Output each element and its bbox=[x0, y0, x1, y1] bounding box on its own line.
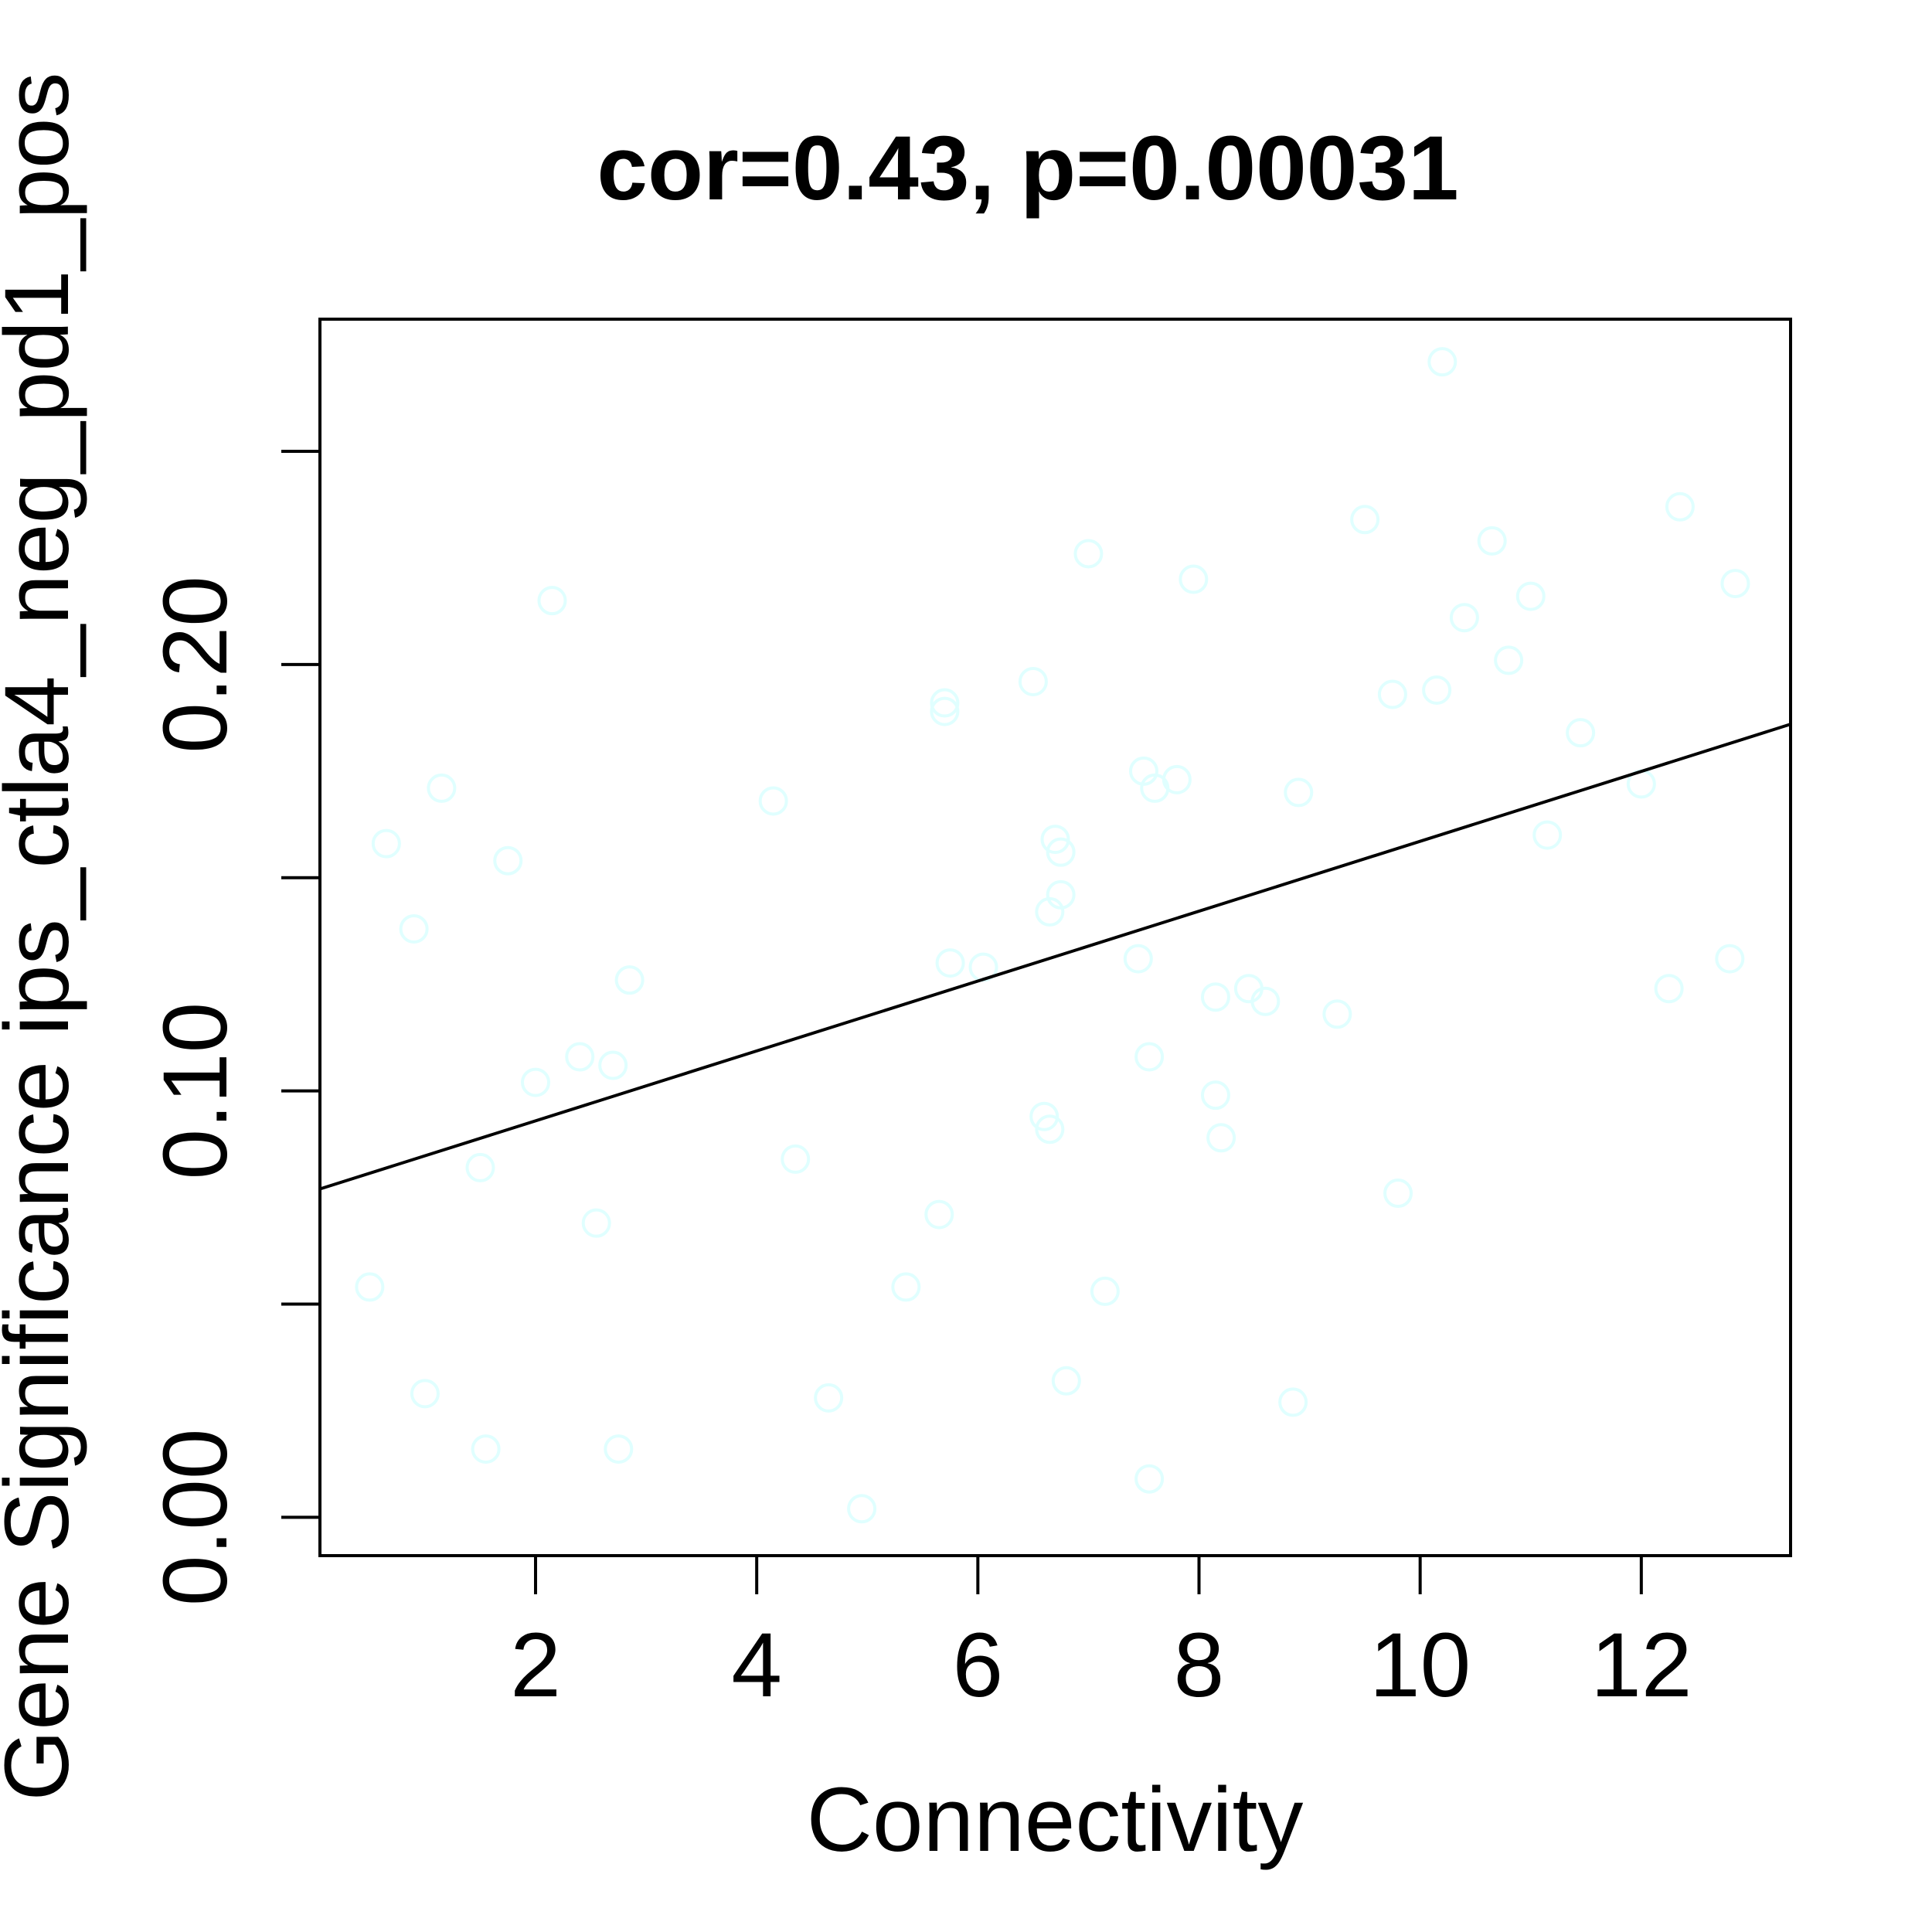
y-axis-label: Gene Significance ips_ctla4_neg_pd1_pos bbox=[0, 72, 88, 1801]
data-point bbox=[1200, 982, 1230, 1012]
data-point bbox=[1206, 1123, 1236, 1153]
data-point bbox=[1665, 492, 1695, 522]
data-point bbox=[465, 1152, 495, 1182]
data-point bbox=[924, 1199, 954, 1230]
data-point bbox=[355, 1272, 385, 1302]
data-point bbox=[1073, 539, 1104, 569]
data-point bbox=[781, 1144, 811, 1174]
data-point bbox=[1383, 1179, 1413, 1209]
data-point bbox=[1162, 764, 1192, 794]
data-point bbox=[537, 586, 567, 616]
data-point bbox=[1322, 999, 1352, 1029]
data-point bbox=[1494, 645, 1524, 675]
y-tick-label: 0.00 bbox=[145, 1429, 247, 1607]
data-point bbox=[565, 1042, 595, 1072]
data-point bbox=[1046, 837, 1076, 867]
data-point bbox=[471, 1434, 501, 1464]
data-point bbox=[1051, 1366, 1081, 1396]
data-point bbox=[1422, 675, 1452, 705]
data-point bbox=[371, 828, 401, 859]
data-point bbox=[1449, 603, 1479, 633]
data-point bbox=[1035, 1114, 1065, 1145]
data-point bbox=[1134, 1042, 1165, 1072]
x-tick-label: 12 bbox=[1590, 1614, 1692, 1716]
data-point bbox=[1200, 1080, 1230, 1111]
data-point bbox=[1427, 347, 1458, 377]
data-point bbox=[930, 688, 960, 718]
data-point bbox=[1250, 986, 1281, 1016]
data-point bbox=[1029, 1101, 1060, 1131]
data-point bbox=[427, 773, 457, 803]
data-point bbox=[1720, 569, 1750, 599]
data-point bbox=[1090, 1276, 1120, 1306]
x-tick-label: 6 bbox=[953, 1614, 1004, 1716]
data-point bbox=[930, 696, 960, 726]
x-axis: 2 4 6 8 10 12 bbox=[510, 1554, 1692, 1716]
data-point bbox=[410, 1379, 440, 1409]
data-point bbox=[814, 1383, 844, 1413]
data-point bbox=[1566, 718, 1596, 748]
data-point bbox=[604, 1434, 634, 1464]
data-point bbox=[758, 786, 788, 816]
data-point bbox=[1350, 505, 1380, 535]
data-point bbox=[1284, 777, 1314, 808]
data-point bbox=[521, 1067, 551, 1097]
x-tick-label: 8 bbox=[1174, 1614, 1225, 1716]
data-point bbox=[493, 845, 523, 876]
x-tick-label: 2 bbox=[510, 1614, 561, 1716]
data-point bbox=[1018, 666, 1048, 696]
y-axis: 0.00 0.10 0.20 bbox=[145, 450, 321, 1607]
y-tick-label: 0.10 bbox=[145, 1002, 247, 1180]
data-point bbox=[581, 1208, 611, 1238]
x-tick-label: 4 bbox=[731, 1614, 782, 1716]
data-point bbox=[1532, 820, 1563, 850]
y-tick-label: 0.20 bbox=[145, 576, 247, 753]
data-point bbox=[1179, 564, 1209, 594]
data-point bbox=[1654, 974, 1684, 1004]
x-tick-label: 10 bbox=[1369, 1614, 1471, 1716]
data-point bbox=[1123, 944, 1153, 974]
data-point bbox=[1233, 974, 1264, 1004]
data-point bbox=[1134, 1464, 1165, 1494]
data-point bbox=[935, 948, 965, 978]
data-point bbox=[1477, 526, 1507, 556]
data-point bbox=[891, 1272, 921, 1302]
data-point bbox=[847, 1494, 877, 1524]
data-point bbox=[598, 1050, 628, 1080]
data-point bbox=[1377, 679, 1407, 709]
data-point bbox=[1278, 1387, 1308, 1417]
plot-frame bbox=[318, 318, 1792, 1557]
data-point bbox=[1715, 944, 1745, 974]
data-points bbox=[355, 347, 1750, 1524]
data-point bbox=[399, 913, 429, 944]
data-point bbox=[1046, 879, 1076, 910]
chart-title: cor=0.43, p=0.00031 bbox=[597, 117, 1458, 219]
regression-line bbox=[319, 723, 1791, 1191]
data-point bbox=[1040, 825, 1070, 855]
x-axis-label: Connectivity bbox=[807, 1769, 1304, 1871]
data-point bbox=[614, 965, 645, 995]
data-point bbox=[1515, 581, 1546, 611]
